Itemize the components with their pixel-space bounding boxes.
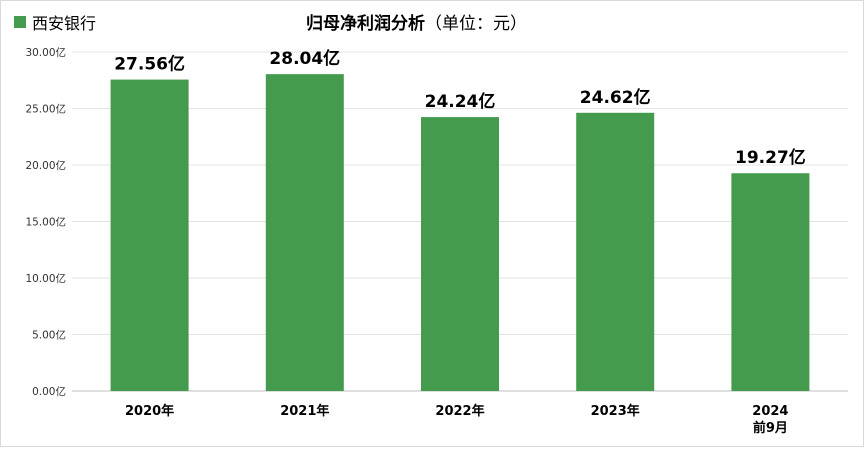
y-tick-label: 30.00亿: [25, 46, 66, 59]
bar: [110, 79, 189, 392]
x-tick-label: 前9月: [753, 420, 788, 436]
data-label: 27.56亿: [114, 54, 185, 75]
bar: [265, 74, 344, 391]
bar: [576, 112, 655, 391]
y-tick-label: 25.00亿: [25, 103, 66, 116]
legend-label: 西安银行: [32, 14, 97, 33]
x-tick-label: 2020年: [125, 403, 174, 419]
data-label: 24.62亿: [580, 87, 651, 108]
chart-title-unit: （单位：元）: [425, 14, 527, 34]
y-tick-label: 20.00亿: [25, 159, 66, 172]
x-tick-label: 2021年: [280, 403, 329, 419]
legend: 西安银行: [14, 10, 96, 34]
chart-title-main: 归母净利润分析: [306, 14, 425, 34]
legend-swatch: [14, 16, 26, 28]
bar: [421, 117, 499, 391]
data-label: 19.27亿: [735, 147, 806, 168]
y-tick-label: 0.00亿: [32, 385, 66, 398]
x-tick-label: 2024: [752, 404, 788, 419]
data-label: 24.24亿: [425, 91, 496, 112]
y-tick-label: 15.00亿: [25, 216, 66, 229]
bar: [731, 173, 810, 391]
x-tick-label: 2022年: [435, 403, 484, 419]
y-tick-label: 10.00亿: [25, 272, 66, 285]
data-label: 28.04亿: [269, 48, 340, 69]
x-tick-label: 2023年: [591, 403, 640, 419]
y-tick-label: 5.00亿: [32, 329, 66, 342]
chart-title: 归母净利润分析（单位：元）: [306, 9, 527, 34]
